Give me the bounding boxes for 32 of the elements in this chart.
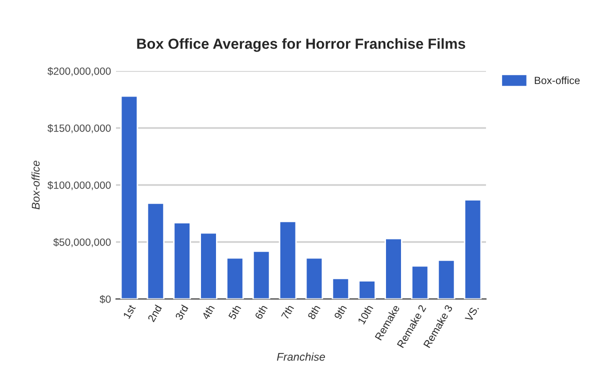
y-tick-label: $50,000,000 bbox=[53, 238, 111, 248]
bar bbox=[146, 202, 165, 299]
bar bbox=[278, 220, 297, 299]
y-tick-label: $100,000,000 bbox=[48, 181, 111, 190]
bar bbox=[200, 232, 218, 299]
x-tick-label: 1st bbox=[122, 304, 136, 320]
bar bbox=[226, 257, 244, 299]
x-tick-label: VS. bbox=[464, 304, 479, 322]
bar bbox=[173, 222, 191, 299]
x-tick-label: 6th bbox=[254, 304, 268, 320]
x-tick-label: 4th bbox=[201, 304, 215, 320]
bar bbox=[252, 250, 270, 299]
bar bbox=[305, 257, 324, 299]
bar bbox=[384, 238, 402, 299]
bar bbox=[332, 278, 350, 299]
bar bbox=[464, 199, 482, 299]
x-tick-label: 5th bbox=[228, 304, 242, 320]
legend-label: Box-office bbox=[534, 76, 580, 84]
y-axis-title: Box-office bbox=[32, 160, 40, 210]
chart-title: Box Office Averages for Horror Franchise Films bbox=[137, 38, 466, 52]
bar bbox=[120, 95, 138, 299]
bar bbox=[437, 260, 456, 299]
y-tick-label: $200,000,000 bbox=[48, 67, 111, 76]
x-tick-label: 8th bbox=[307, 304, 321, 320]
bar bbox=[411, 265, 429, 299]
x-axis-title: Franchise bbox=[276, 352, 325, 361]
x-tick-label: 9th bbox=[334, 304, 347, 320]
bar bbox=[358, 280, 376, 299]
x-tick-label: 7th bbox=[280, 304, 294, 320]
y-tick-label: $0 bbox=[100, 295, 111, 304]
x-tick-label: 3rd bbox=[174, 304, 188, 320]
y-tick-label: $150,000,000 bbox=[48, 124, 111, 134]
